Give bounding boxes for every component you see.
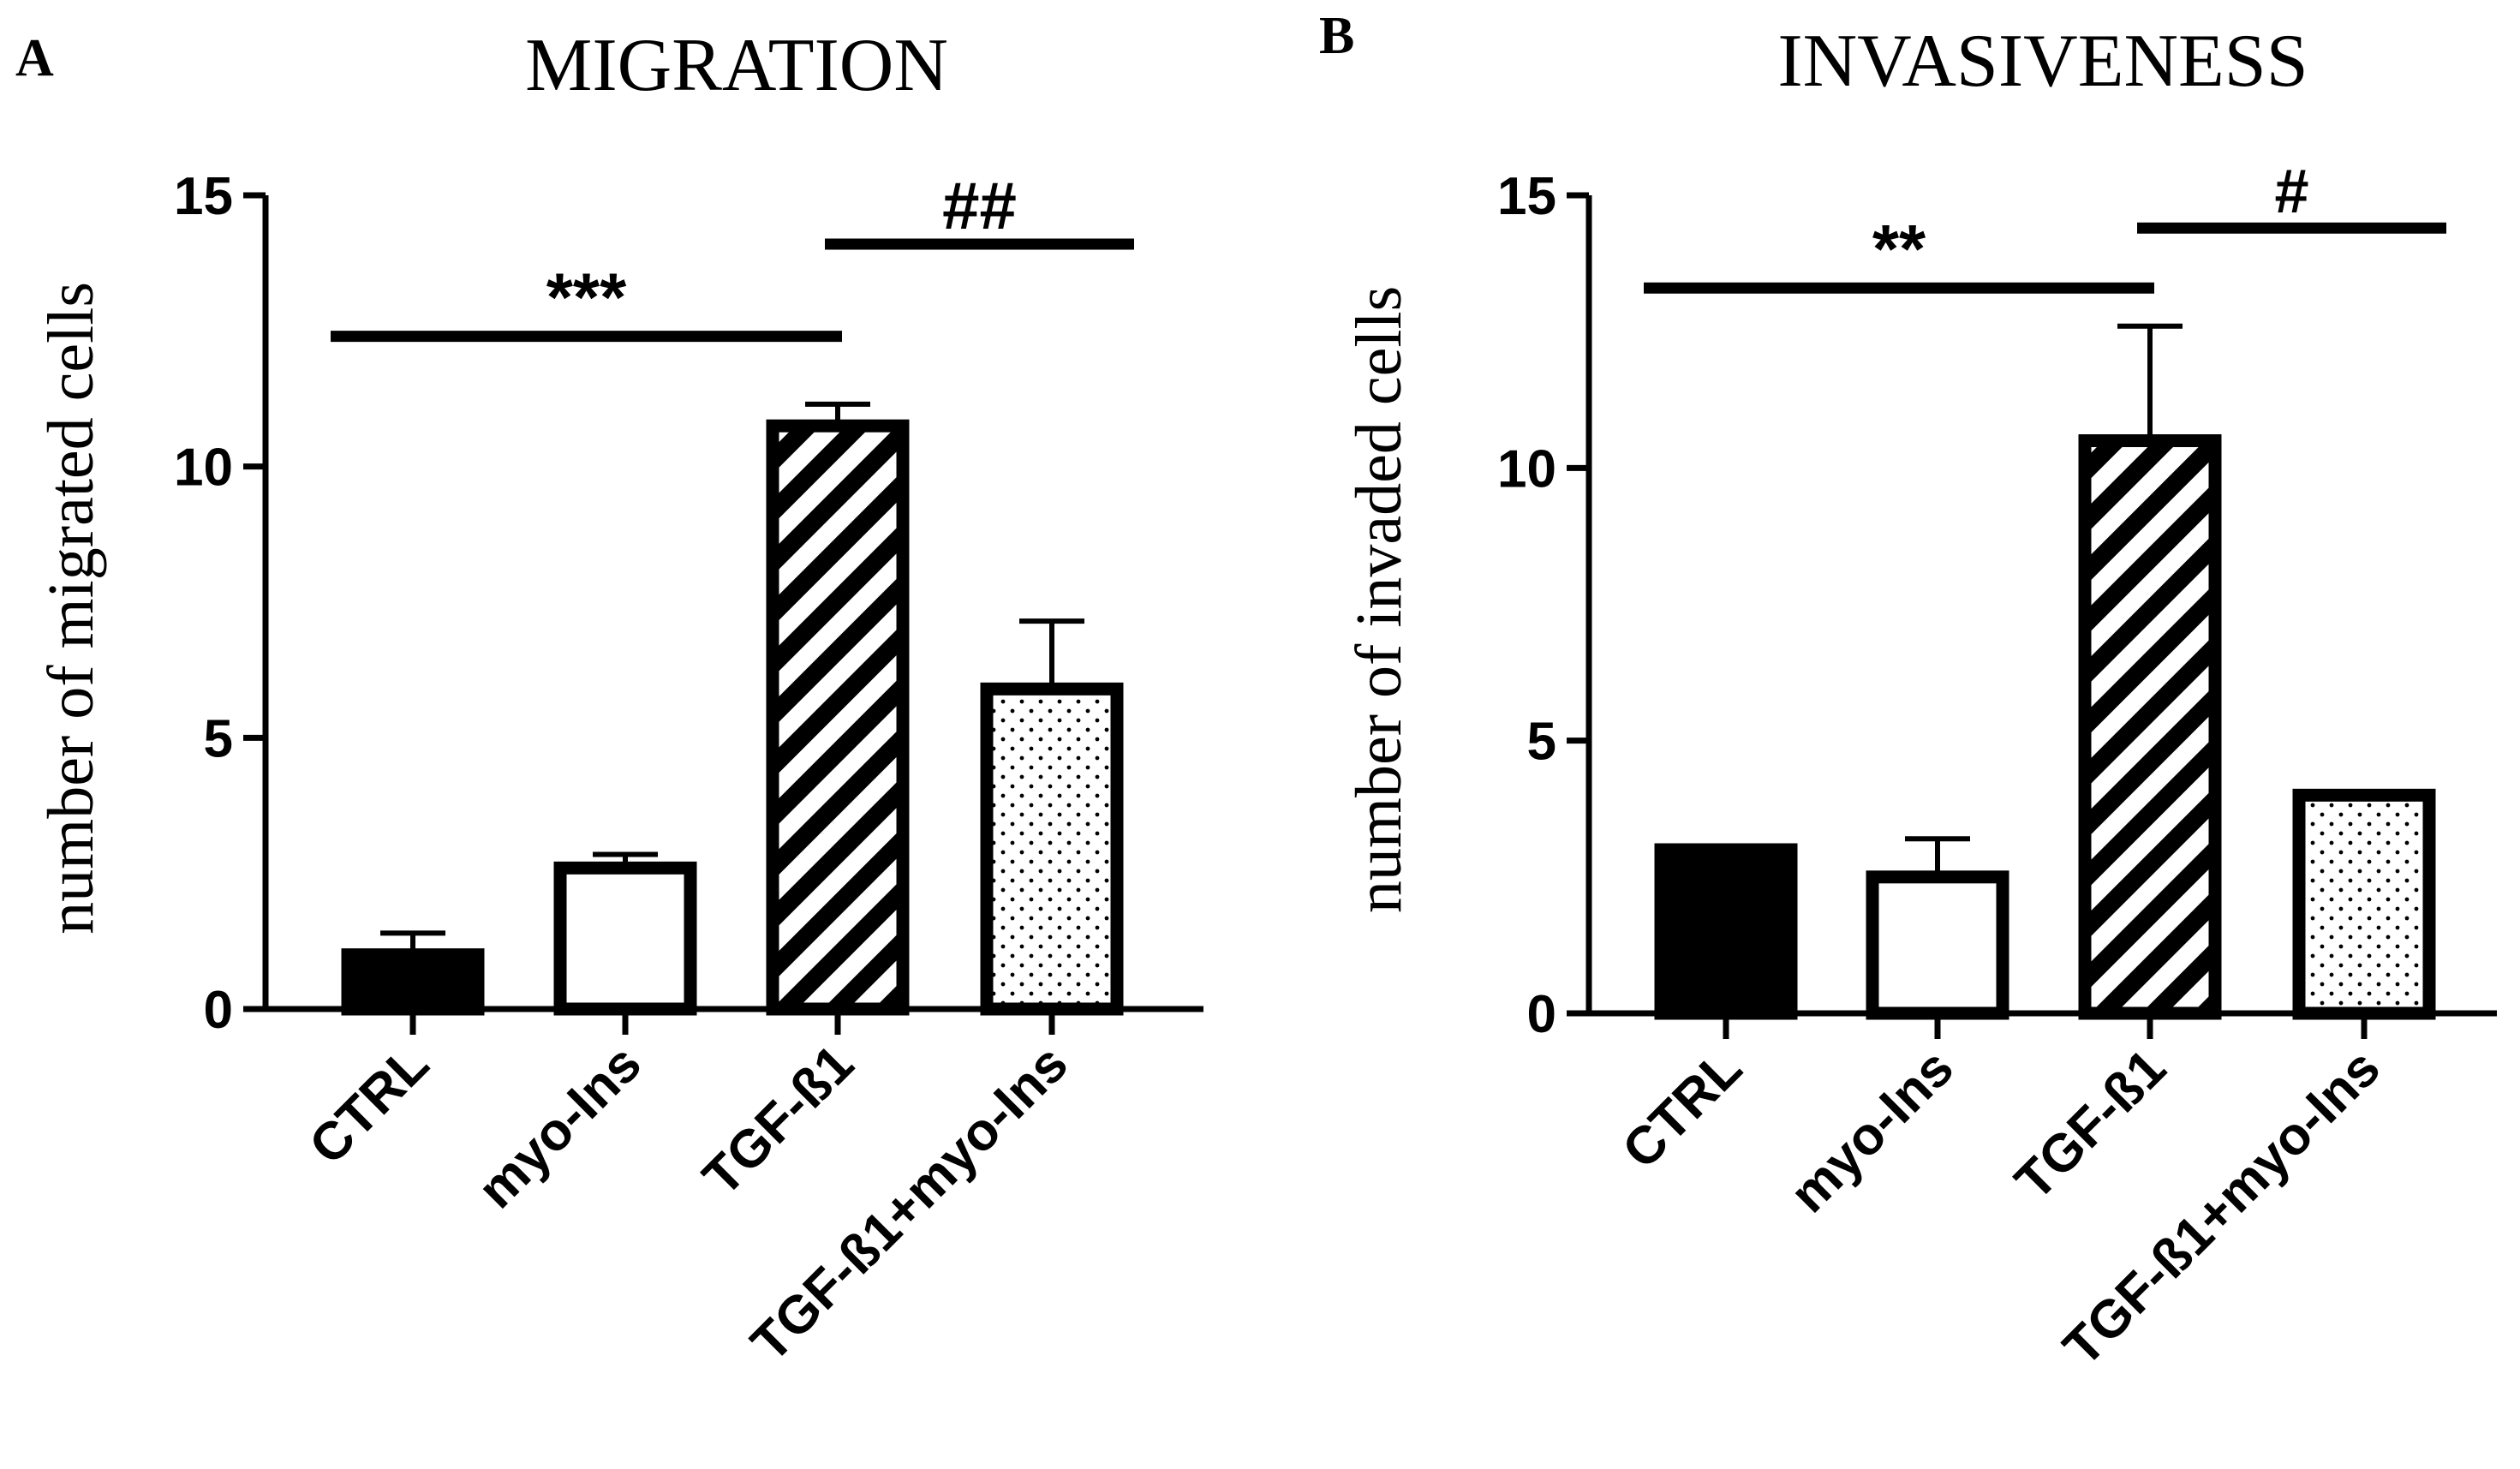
chart-title: MIGRATION [525,24,948,107]
y-tick-label: 0 [204,981,233,1040]
y-tick-label: 10 [174,439,233,498]
significance-label: *** [546,260,627,336]
category-label: CTRL [298,1034,440,1176]
panel-label: A [15,29,54,87]
bar-ctrl [341,948,485,1016]
bar-tgf-1 [2078,434,2222,1020]
category-label: CTRL [1611,1038,1753,1180]
significance-label: ** [1872,211,1926,287]
category-label: myo-Ins [467,1034,653,1220]
y-tick-label: 15 [174,167,233,226]
panel-b-invasiveness: B INVASIVENESS number of invaded cells 0… [1319,7,2497,1377]
bar-ctrl [1654,843,1798,1020]
bar-myo-ins [553,861,697,1016]
y-tick-label: 5 [1527,713,1556,772]
y-tick-label: 0 [1527,985,1556,1044]
significance-label: # [2274,158,2308,226]
bar-myo-ins [1866,870,2009,1020]
panel-label: B [1319,7,1354,65]
significance-label: ## [942,168,1017,243]
category-label: myo-Ins [1779,1038,1965,1224]
category-label: TGF-ß1 [2004,1038,2177,1211]
bar-tgf-1-myo-ins [2292,788,2436,1020]
y-tick-label: 10 [1497,439,1556,499]
category-label: TGF-ß1 [692,1034,865,1207]
chart-title: INVASIVENESS [1777,20,2308,103]
y-tick-label: 15 [1497,167,1556,226]
bar-tgf-1-myo-ins [980,682,1124,1016]
bar-tgf-1 [766,419,910,1016]
y-axis-label: number of invaded cells [1343,286,1415,913]
y-tick-label: 5 [204,709,233,768]
panel-a-migration: A MIGRATION number of migrated cells 0 5 1… [15,24,1203,1373]
y-axis-label: number of migrated cells [35,282,107,935]
